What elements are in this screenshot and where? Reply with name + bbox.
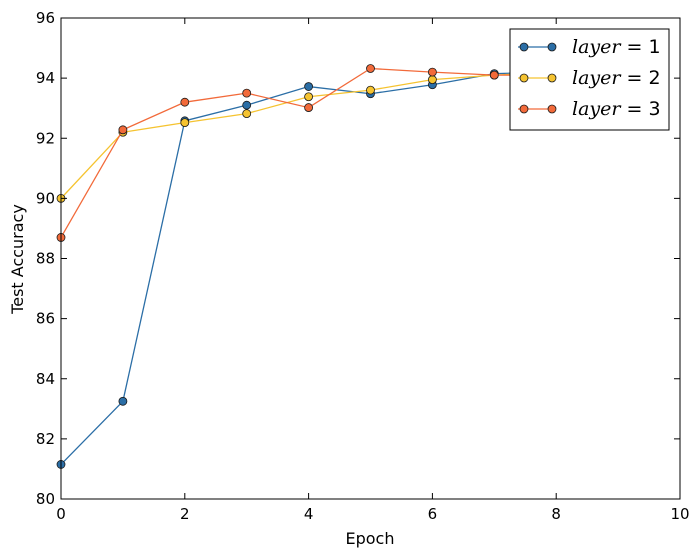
- y-tick-label: 94: [36, 69, 55, 87]
- series-line: [60, 71, 557, 199]
- x-axis-title: Epoch: [346, 529, 395, 548]
- y-axis-title: Test Accuracy: [8, 204, 27, 315]
- x-tick-label: 10: [670, 505, 689, 523]
- legend-label: layer = 2: [572, 67, 661, 89]
- data-point: [242, 109, 252, 118]
- legend-label: layer = 3: [572, 98, 661, 120]
- legend-value: = 1: [620, 36, 660, 58]
- y-tick-label: 86: [36, 310, 55, 328]
- x-tick-label: 8: [551, 505, 561, 523]
- data-point: [118, 125, 128, 135]
- legend-marker: [547, 42, 557, 52]
- data-point: [180, 118, 190, 128]
- legend-value: = 3: [620, 98, 660, 120]
- series-1: [56, 67, 561, 469]
- legend-variable: layer: [572, 67, 622, 89]
- y-tick-label: 82: [36, 430, 55, 448]
- y-tick-label: 92: [36, 129, 55, 147]
- y-tick-label: 84: [36, 370, 55, 388]
- legend-marker: [519, 73, 529, 83]
- legend-marker: [519, 42, 529, 52]
- series-3: [56, 64, 561, 242]
- x-tick-label: 4: [304, 505, 314, 523]
- axis-ticks: 0 2 4 6 8 10 80 82 84 86 88 90 92 94 96: [36, 9, 690, 523]
- data-point: [427, 75, 437, 85]
- y-tick-label: 96: [36, 9, 55, 27]
- y-tick-label: 80: [36, 490, 55, 508]
- legend-marker: [547, 104, 557, 114]
- plot-area: [56, 64, 561, 469]
- legend-item: layer = 2: [518, 67, 661, 89]
- x-tick-label: 2: [180, 505, 190, 523]
- data-point: [427, 67, 437, 77]
- legend-marker: [547, 73, 557, 83]
- legend-item: layer = 1: [518, 36, 661, 58]
- data-point: [242, 88, 252, 98]
- data-point: [366, 64, 375, 73]
- x-tick-label: 0: [56, 505, 66, 523]
- legend-box: [509, 28, 670, 131]
- data-point: [118, 396, 128, 406]
- legend-marker: [519, 104, 529, 114]
- data-point: [304, 82, 314, 91]
- y-tick-label: 90: [36, 189, 55, 207]
- legend-variable: layer: [572, 36, 622, 58]
- y-tick-label: 88: [36, 250, 55, 268]
- data-point: [366, 85, 375, 95]
- data-point: [304, 92, 314, 102]
- legend-value: = 2: [620, 67, 660, 89]
- legend-label: layer = 1: [572, 36, 661, 58]
- data-point: [304, 103, 314, 112]
- legend-item: layer = 3: [518, 98, 661, 120]
- data-point: [242, 100, 252, 110]
- legend-variable: layer: [572, 98, 622, 120]
- data-point: [180, 97, 190, 107]
- x-tick-label: 6: [428, 505, 438, 523]
- data-point: [489, 70, 499, 80]
